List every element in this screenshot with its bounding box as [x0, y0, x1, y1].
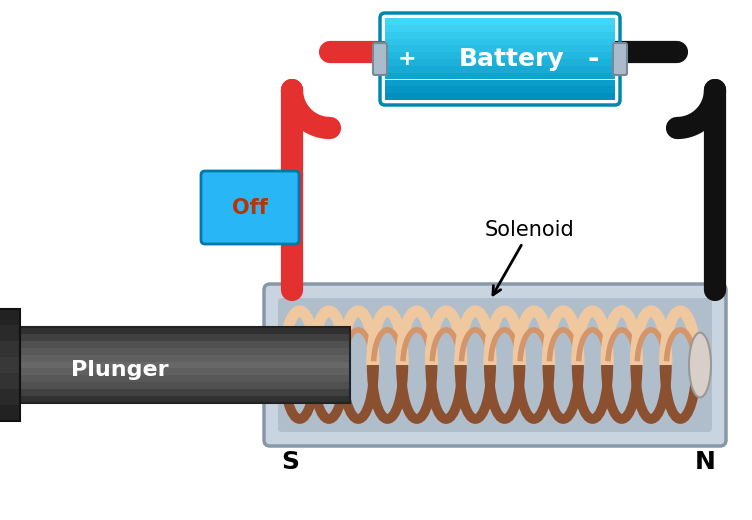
FancyBboxPatch shape	[613, 43, 627, 75]
Bar	[0, 357, 20, 373]
Bar	[385, 25, 615, 32]
Bar	[385, 66, 615, 73]
Bar	[20, 396, 350, 403]
Bar	[20, 361, 350, 369]
Bar	[385, 32, 615, 38]
Text: S: S	[281, 450, 299, 474]
Text: N: N	[695, 450, 715, 474]
Text: Battery: Battery	[459, 47, 564, 71]
Bar	[0, 309, 20, 325]
Bar	[20, 382, 350, 389]
Bar	[20, 355, 350, 361]
Bar	[0, 373, 20, 389]
Text: Solenoid: Solenoid	[485, 220, 575, 295]
Bar	[385, 73, 615, 80]
Bar	[385, 38, 615, 45]
Text: +: +	[398, 49, 417, 69]
Text: Plunger: Plunger	[71, 360, 168, 380]
Bar	[385, 45, 615, 52]
Bar	[20, 389, 350, 396]
FancyBboxPatch shape	[201, 171, 299, 244]
FancyBboxPatch shape	[264, 284, 726, 446]
Bar	[0, 389, 20, 405]
FancyBboxPatch shape	[373, 43, 387, 75]
Bar	[385, 18, 615, 25]
Bar	[20, 334, 350, 341]
Text: -: -	[587, 45, 599, 73]
Bar	[385, 86, 615, 93]
Bar	[20, 369, 350, 375]
Bar	[20, 348, 350, 355]
Bar	[0, 341, 20, 357]
Bar	[20, 327, 350, 334]
FancyBboxPatch shape	[278, 298, 712, 432]
Bar	[0, 405, 20, 421]
Bar	[385, 80, 615, 86]
Bar	[20, 341, 350, 348]
Bar	[20, 375, 350, 382]
Bar	[385, 52, 615, 59]
Bar	[20, 327, 350, 403]
Bar	[0, 309, 20, 421]
Ellipse shape	[689, 333, 711, 397]
Bar	[385, 59, 615, 66]
Bar	[0, 325, 20, 341]
Text: Off: Off	[232, 198, 268, 217]
Bar	[385, 93, 615, 100]
